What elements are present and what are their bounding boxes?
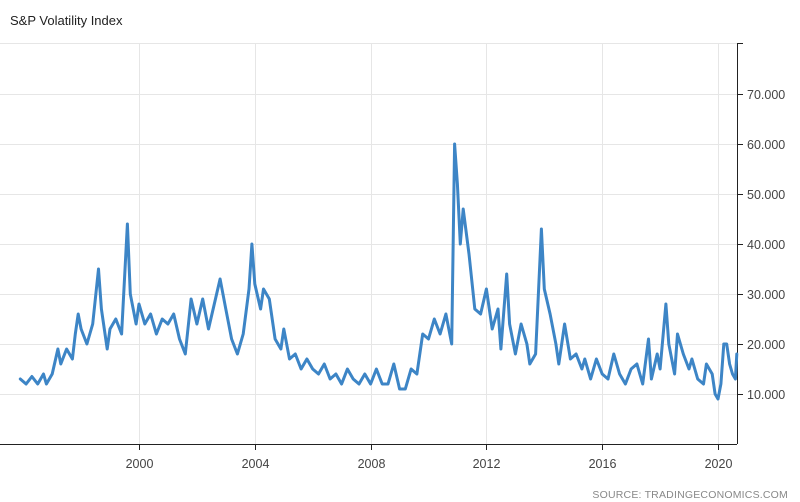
y-tick-label: 20.000 — [747, 338, 785, 352]
y-tick-label: 60.000 — [747, 138, 785, 152]
series-line — [18, 142, 739, 401]
y-tick-label: 70.000 — [747, 88, 785, 102]
source-note: SOURCE: TRADINGECONOMICS.COM — [592, 489, 788, 501]
y-tick-label: 30.000 — [747, 288, 785, 302]
axes: 10.000 20.000 30.000 40.000 50.000 60.000 70.0… — [0, 43, 785, 471]
x-tick-label: 2008 — [358, 457, 386, 471]
x-tick-label: 2000 — [126, 457, 154, 471]
y-tick-label: 50.000 — [747, 188, 785, 202]
x-tick-label: 2004 — [242, 457, 270, 471]
chart-title: S&P Volatility Index — [10, 13, 123, 28]
y-tick-label: 10.000 — [747, 388, 785, 402]
y-tick-label: 40.000 — [747, 238, 785, 252]
x-tick-label: 2016 — [589, 457, 617, 471]
x-tick-label: 2012 — [473, 457, 501, 471]
x-tick-label: 2020 — [705, 457, 733, 471]
series-layer — [18, 142, 739, 401]
grid — [0, 43, 737, 444]
